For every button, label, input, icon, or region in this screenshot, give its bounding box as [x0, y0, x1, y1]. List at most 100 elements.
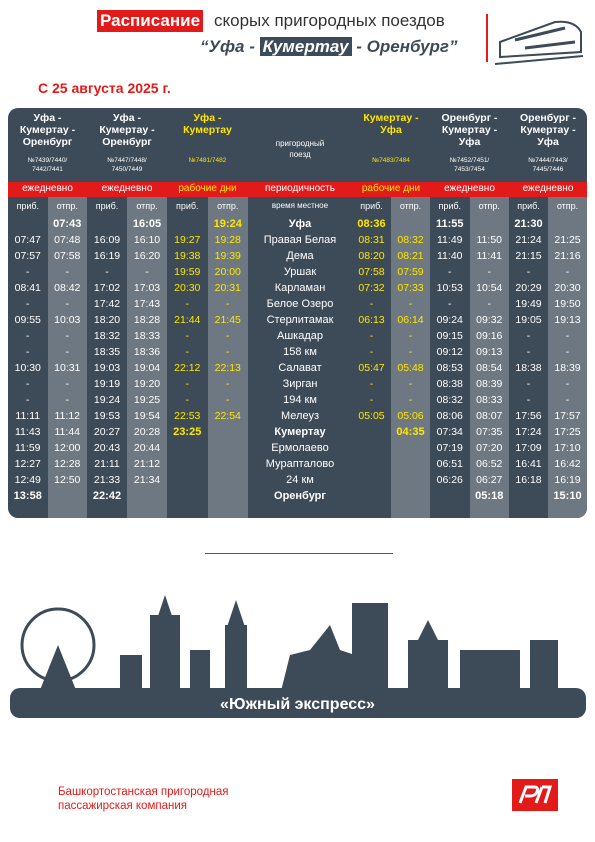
- time: 19:24: [93, 394, 121, 406]
- time: 07:43: [53, 218, 82, 230]
- time: 21:11: [94, 458, 120, 470]
- train-numbers: №7444/7443/ 7445/7446: [528, 157, 568, 173]
- dep-column-bg: [127, 197, 167, 518]
- time: 08:06: [436, 410, 463, 422]
- time: -: [408, 298, 413, 310]
- station: Кумертау: [274, 426, 326, 438]
- periodicity: ежедневно: [22, 183, 73, 194]
- time: -: [565, 266, 570, 278]
- time: -: [185, 378, 190, 390]
- time: 19:27: [174, 234, 201, 246]
- time: -: [26, 330, 30, 342]
- time: 07:32: [358, 282, 385, 294]
- time: -: [65, 394, 70, 406]
- arrival-label: приб.: [16, 201, 40, 211]
- time: 22:54: [214, 410, 241, 422]
- time: 21:15: [515, 250, 542, 262]
- center-header: пригородный поезд: [275, 139, 325, 159]
- time: -: [26, 346, 30, 358]
- time: 17:25: [554, 426, 581, 438]
- company-line: пассажирская компания: [58, 800, 187, 812]
- time: 11:12: [54, 410, 81, 422]
- time: -: [26, 266, 30, 278]
- time: -: [65, 330, 70, 342]
- departure-label: отпр.: [478, 201, 500, 211]
- time: 21:44: [174, 314, 201, 326]
- time: 08:39: [476, 378, 503, 390]
- time: -: [226, 394, 230, 406]
- time: 20:28: [133, 426, 161, 438]
- time: 20:29: [515, 282, 542, 294]
- time: 07:47: [14, 234, 41, 246]
- time: 21:33: [93, 474, 121, 486]
- time: -: [226, 378, 230, 390]
- time: 17:03: [133, 282, 161, 294]
- time: 16:42: [554, 458, 581, 470]
- time: 20:00: [214, 266, 241, 278]
- time: 11:49: [437, 234, 463, 246]
- time: 19:38: [174, 250, 201, 262]
- time: 09:12: [436, 346, 463, 358]
- subtitle-end: - Оренбург”: [351, 37, 458, 56]
- time: 05:06: [397, 410, 424, 422]
- time: 19:20: [133, 378, 161, 390]
- time: 06:27: [476, 474, 503, 486]
- time: 07:58: [54, 250, 81, 262]
- station: Дема: [286, 250, 314, 262]
- red-band: [8, 182, 587, 197]
- route: Оренбург - Кумертау - Уфа: [441, 112, 498, 148]
- subtitle: “Уфа - Кумертау - Оренбург”: [200, 36, 457, 58]
- time: 18:38: [515, 362, 542, 374]
- time: 11:55: [435, 218, 464, 230]
- time: 09:13: [476, 346, 503, 358]
- timetable: пригородный поезд периодичность время мест…: [8, 108, 587, 518]
- time: -: [408, 346, 413, 358]
- time: 05:48: [397, 362, 424, 374]
- time: 11:41: [476, 250, 503, 262]
- time: 06:13: [358, 314, 385, 326]
- station: Салават: [278, 362, 322, 374]
- time: 17:24: [515, 426, 542, 438]
- periodicity: ежедневно: [444, 183, 495, 194]
- title: скорых пригородных поездов: [214, 11, 445, 30]
- time: -: [65, 298, 70, 310]
- time: 07:48: [54, 234, 81, 246]
- time: 21:30: [514, 218, 543, 230]
- station: Мелеуз: [281, 410, 319, 422]
- time: -: [565, 378, 570, 390]
- time: -: [526, 394, 531, 406]
- time: 11:44: [54, 426, 81, 438]
- time: -: [448, 266, 452, 278]
- subtitle-highlight: Кумертау: [259, 37, 352, 56]
- departure-label: отпр.: [56, 201, 78, 211]
- time: 11:50: [476, 234, 503, 246]
- banner: «Южный экспресс»: [220, 696, 375, 713]
- station: Зирган: [282, 378, 318, 390]
- dep-column-bg: [391, 197, 430, 518]
- time: 04:35: [396, 426, 425, 438]
- time: 19:03: [93, 362, 121, 374]
- time: -: [185, 298, 190, 310]
- time: 06:51: [436, 458, 463, 470]
- logo: [512, 779, 558, 811]
- time: 18:36: [133, 346, 161, 358]
- time: 06:26: [436, 474, 463, 486]
- time: 21:16: [554, 250, 581, 262]
- departure-label: отпр.: [217, 201, 239, 211]
- route: Уфа - Кумертау - Оренбург: [99, 112, 155, 148]
- time: 10:30: [14, 362, 41, 374]
- periodicity: ежедневно: [101, 183, 153, 194]
- time: 15:10: [553, 490, 582, 502]
- departure-label: отпр.: [136, 201, 158, 211]
- station: Уфа: [288, 218, 312, 230]
- time: -: [369, 378, 374, 390]
- time: 20:44: [133, 442, 161, 454]
- company-line: Башкортостанская пригородная: [58, 786, 229, 798]
- train-numbers: №7447/7448/ 7450/7449: [107, 157, 147, 173]
- time: -: [226, 298, 230, 310]
- time: 21:25: [554, 234, 581, 246]
- station: 194 км: [283, 394, 317, 406]
- time: 16:10: [133, 234, 161, 246]
- time: 16:05: [132, 218, 162, 230]
- time: 05:05: [358, 410, 385, 422]
